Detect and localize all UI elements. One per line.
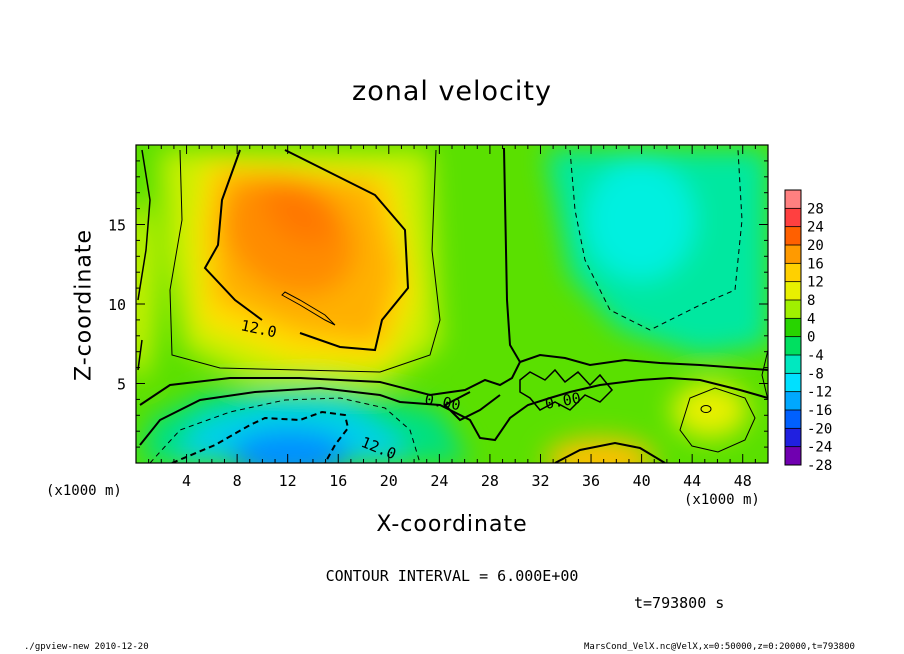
time-label: t=793800 s [634,594,725,612]
colorbar-label: 28 [807,201,824,217]
field-core-cool-bottom [230,430,350,463]
colorbar-label: -4 [807,348,824,364]
field-spot-warm-bottom [545,438,655,463]
colorbar-label: -8 [807,366,824,382]
x-axis-ticks: 4 8 12 16 20 24 28 32 36 40 44 48 [148,145,756,490]
contour-0-lower [139,376,768,446]
colorbar-swatch [785,245,801,264]
y-axis-label: Z-coordinate [71,229,97,381]
contour-label: 0.00 [544,389,583,413]
colorbar-label: -16 [807,403,832,419]
colorbar-label: -28 [807,458,832,474]
colorbar-swatch [785,281,801,301]
x-tick-label: 40 [633,472,651,490]
colorbar-label: 8 [807,293,815,309]
colorbar-label: 4 [807,311,815,327]
field-layer [136,145,768,463]
x-axis-label: X-coordinate [376,512,528,537]
chart-title: zonal velocity [352,76,552,107]
contour-right-edge [761,349,768,401]
colorbar-swatch [785,373,801,393]
colorbar-label: -20 [807,421,832,437]
y-tick-label: 10 [108,296,126,314]
x-tick-label: 36 [582,472,600,490]
colorbar-frame [784,189,802,466]
field-spot-warm-right [672,382,748,438]
contour-label: 0.00 [423,390,462,414]
colorbar-swatch [785,208,801,228]
colorbar-label: 12 [807,275,824,291]
contour-neg6-right [569,149,743,331]
footer-left: ./gpview-new 2010-12-20 [24,642,149,652]
footer-right: MarsCond_VelX.nc@VelX,x=0:50000,z=0:2000… [584,642,855,652]
x-tick-label: 8 [233,472,242,490]
colorbar-swatch [785,190,801,209]
contour-small-ring [700,405,712,413]
x-tick-label: 32 [531,472,549,490]
colorbar-swatch [785,318,801,338]
x-tick-label: 12 [279,472,297,490]
y-tick-label: 15 [108,217,126,235]
contour-12-upper [203,149,410,352]
colorbar-swatch [785,336,801,356]
colorbar-swatch [785,428,801,448]
x-tick-label: 24 [430,472,448,490]
colorbar-label: 0 [807,330,815,346]
contour-0-wiggle [519,368,614,411]
colorbar-label: -12 [807,385,832,401]
colorbar-label: 20 [807,238,824,254]
colorbar-label: -24 [807,440,832,456]
y-unit-label: (x1000 m) [46,483,122,499]
colorbar-swatch [785,355,801,374]
contour-6-upper [169,149,441,373]
x-tick-label: 44 [683,472,701,490]
colorbar: 28 24 20 16 12 8 4 0 -4 -8 -12 -16 -20 -24 -28 [784,189,832,474]
x-tick-label: 4 [182,472,191,490]
contour-neg6-bottom [149,397,421,463]
colorbar-swatch [785,226,801,246]
contour-left-edge [137,149,151,371]
x-unit-label: (x1000 m) [684,492,760,508]
contour-neg12-bottom [171,410,350,463]
field-core-cool-right [585,160,695,280]
contour-lines [137,147,768,463]
colorbar-label: 16 [807,256,824,272]
y-tick-label: 5 [117,376,126,394]
contour-6-right-ring [679,387,756,453]
contour-6-bottom-right [554,441,666,463]
x-tick-label: 48 [734,472,752,490]
x-tick-label: 20 [380,472,398,490]
x-tick-label: 16 [329,472,347,490]
contour-interval-text: CONTOUR INTERVAL = 6.000E+00 [325,567,579,585]
contour-0-mid [519,353,768,371]
contour-18-inner [281,291,336,326]
colorbar-label: 24 [807,220,824,236]
contour-0-vertical [139,147,522,422]
colorbar-swatch [785,410,801,429]
field-core-warm-inner [265,185,335,245]
x-tick-label: 28 [481,472,499,490]
colorbar-swatch [785,300,801,319]
colorbar-swatch [785,391,801,411]
colorbar-swatch [785,446,801,466]
colorbar-swatch [785,263,801,283]
y-axis-ticks: 5 10 15 [108,160,768,448]
field-spot-left-edge [136,200,156,380]
